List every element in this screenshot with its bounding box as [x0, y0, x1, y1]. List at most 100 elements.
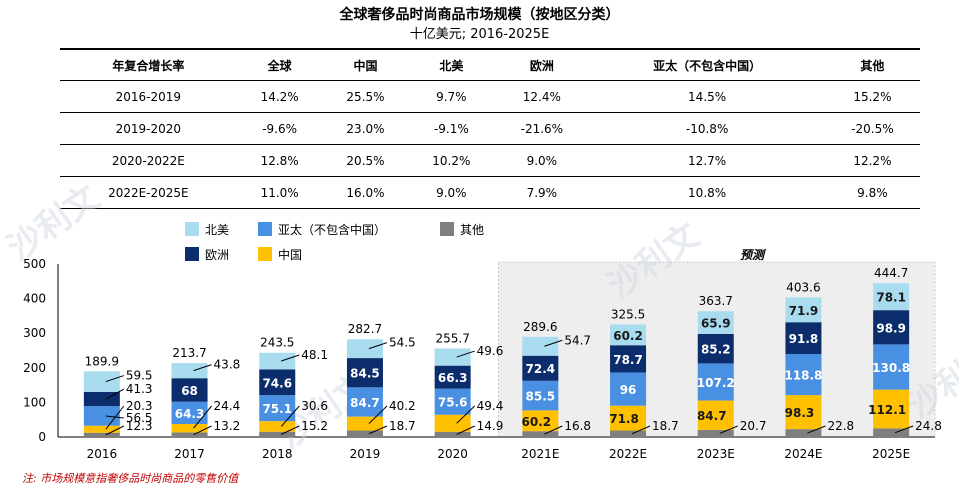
total-label: 255.7: [435, 331, 469, 345]
leader-line: [105, 405, 125, 430]
bar-segment: [171, 363, 208, 379]
cagr-cell: 14.5%: [589, 80, 825, 113]
data-label: 85.5: [526, 390, 556, 404]
bar-segment: [522, 336, 559, 356]
total-label: 289.6: [523, 320, 557, 334]
data-label: 71.9: [789, 304, 819, 318]
bar-segment: [171, 432, 208, 437]
leader-line: [105, 388, 125, 400]
total-label: 325.5: [611, 307, 645, 321]
bar-segment: [697, 333, 734, 364]
bar-segment: [171, 401, 208, 424]
header-cell: 亚太（不包含中国）: [589, 48, 825, 81]
period-cell: 2022E-2025E: [60, 176, 237, 209]
bar-segment: [697, 400, 734, 430]
bar-segment: [610, 405, 647, 431]
cagr-cell: 9.8%: [824, 176, 920, 209]
bar-segment: [873, 428, 910, 437]
legend-swatch: [185, 222, 199, 236]
leader-line: [193, 364, 212, 372]
bar-segment: [785, 322, 822, 354]
bar-segment: [522, 431, 559, 437]
data-label: 41.3: [126, 382, 153, 396]
total-label: 213.7: [172, 346, 206, 360]
leader-line: [105, 425, 125, 436]
total-label: 403.6: [786, 280, 820, 294]
data-label: 130.8: [872, 361, 910, 375]
header-cell: 年复合增长率: [60, 48, 237, 81]
cagr-cell: -20.5%: [824, 112, 920, 145]
leader-line: [894, 425, 914, 434]
header-cell: 北美: [408, 48, 495, 81]
data-label: 64.3: [175, 407, 205, 421]
data-label: 74.6: [262, 376, 292, 390]
leader-line: [105, 415, 124, 419]
bar-segment: [785, 297, 822, 323]
header-cell: 欧洲: [494, 48, 590, 81]
cagr-cell: 10.8%: [589, 176, 825, 209]
cagr-cell: -10.8%: [589, 112, 825, 145]
cagr-cell: 20.5%: [322, 144, 409, 177]
data-label: 85.2: [701, 343, 731, 357]
leader-line: [544, 425, 563, 435]
legend-label: 北美: [205, 223, 229, 237]
data-label: 20.7: [740, 419, 767, 433]
leader-line: [281, 425, 300, 435]
leader-line: [368, 425, 388, 435]
bar-segment: [346, 358, 383, 388]
cagr-cell: -9.6%: [236, 112, 323, 145]
leader-line: [193, 405, 212, 429]
bar-segment: [83, 371, 120, 392]
y-tick-label: 200: [23, 361, 46, 375]
watermark-text: 沙利文: [0, 177, 106, 268]
data-label: 54.5: [389, 336, 416, 350]
cagr-cell: 15.2%: [824, 80, 920, 113]
data-label: 49.6: [477, 344, 504, 358]
bar-segment: [434, 365, 471, 389]
table-row: 2020-2022E 12.8% 20.5% 10.2% 9.0% 12.7% 12.2%: [60, 144, 920, 177]
bar-segment: [610, 430, 647, 437]
table-row: 2022E-2025E 11.0% 16.0% 9.0% 7.9% 10.8% 9.8%: [60, 176, 920, 209]
bar-segment: [346, 430, 383, 437]
leader-line: [456, 350, 475, 358]
data-label: 60.2: [522, 415, 552, 429]
x-tick-label: 2022E: [609, 447, 647, 461]
cagr-cell: 10.2%: [408, 144, 495, 177]
data-label: 18.7: [652, 419, 679, 433]
data-label: 22.8: [827, 419, 854, 433]
data-label: 18.7: [389, 419, 416, 433]
data-label: 54.7: [564, 333, 591, 347]
bar-segment: [610, 372, 647, 406]
cagr-cell: -21.6%: [494, 112, 590, 145]
bar-segment: [259, 421, 296, 432]
data-label: 65.9: [701, 317, 731, 331]
bar-segment: [346, 387, 383, 417]
cagr-cell: 25.5%: [322, 80, 409, 113]
data-label: 118.8: [784, 369, 822, 383]
bar-segment: [434, 414, 471, 432]
bar-segment: [785, 395, 822, 430]
bar-segment: [434, 348, 471, 366]
x-tick-label: 2018: [262, 447, 293, 461]
table-row: 2019-2020 -9.6% 23.0% -9.1% -21.6% -10.8% -20.…: [60, 112, 920, 145]
data-label: 56.5: [126, 411, 153, 425]
cagr-cell: 23.0%: [322, 112, 409, 145]
bar-segment: [873, 283, 910, 311]
bar-segment: [259, 369, 296, 396]
data-label: 107.2: [697, 376, 735, 390]
bar-segment: [522, 355, 559, 381]
data-label: 15.2: [301, 419, 328, 433]
data-label: 112.1: [868, 403, 906, 417]
legend-label: 其他: [460, 223, 484, 237]
period-cell: 2020-2022E: [60, 144, 237, 177]
leader-line: [631, 425, 651, 435]
cagr-table: 年复合增长率 全球 中国 北美 欧洲 亚太（不包含中国） 其他 2016-201…: [60, 48, 920, 209]
bar-segment: [171, 378, 208, 402]
legend-swatch: [440, 222, 454, 236]
cagr-cell: 12.8%: [236, 144, 323, 177]
total-label: 444.7: [874, 266, 908, 280]
bar-segment: [873, 310, 910, 345]
leader-line: [105, 375, 125, 383]
leader-line: [368, 405, 388, 424]
bar-segment: [785, 429, 822, 437]
